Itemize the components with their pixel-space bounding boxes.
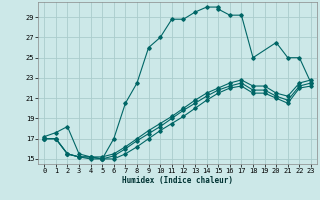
X-axis label: Humidex (Indice chaleur): Humidex (Indice chaleur): [122, 176, 233, 185]
